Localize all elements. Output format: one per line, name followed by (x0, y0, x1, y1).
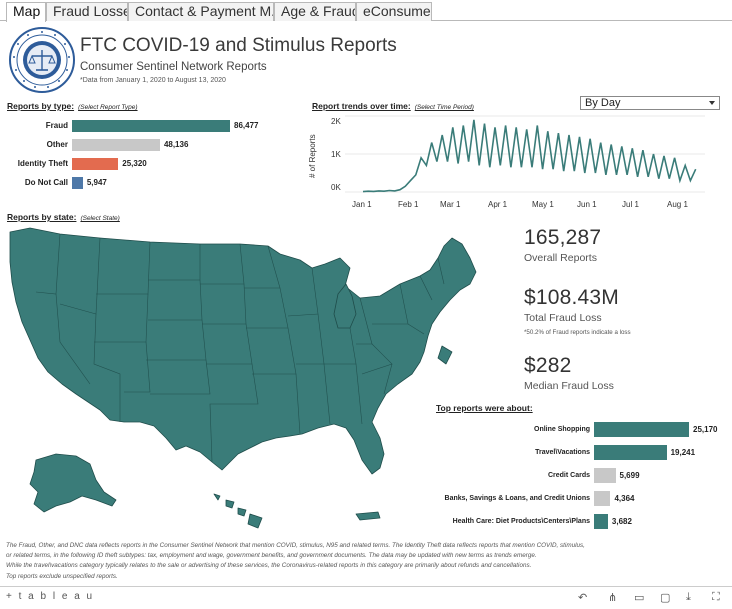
top-report-label: Credit Cards (547, 472, 590, 479)
top-report-label: Health Care: Diet Products\Centers\Plans (452, 518, 590, 525)
map-hawaii (213, 493, 263, 529)
top-report-value: 3,682 (611, 517, 632, 526)
reports-by-type-title: Reports by type: (Select Report Type) (7, 101, 138, 111)
trend-line-chart[interactable] (345, 112, 715, 196)
time-period-value: By Day (585, 97, 621, 109)
us-state-map[interactable] (0, 224, 500, 538)
download-icon[interactable]: ⤓ (686, 591, 691, 603)
time-period-select[interactable]: By Day (580, 96, 720, 110)
fullscreen-icon[interactable]: ⛶ (712, 591, 720, 603)
type-bar[interactable] (72, 158, 119, 170)
type-bar-value: 25,320 (122, 159, 147, 168)
trend-xtick: May 1 (532, 200, 554, 209)
trend-xtick: Jul 1 (622, 200, 639, 209)
map-alaska (29, 453, 117, 513)
map-puerto-rico (355, 511, 381, 521)
trend-xtick: Feb 1 (398, 200, 419, 209)
type-bar[interactable] (72, 139, 160, 151)
share-icon[interactable]: ⋔ (608, 592, 618, 604)
undo-icon[interactable]: ↶ (578, 592, 588, 604)
tab-econsumer[interactable]: eConsumer (356, 2, 432, 21)
trend-ylabel: # of Reports (308, 134, 317, 178)
footnote-line: Top reports exclude unspecified reports. (6, 572, 118, 580)
type-bar-value: 5,947 (86, 178, 107, 187)
top-reports-title: Top reports were about: (436, 403, 533, 413)
trend-gridlines (345, 115, 705, 193)
page-title: FTC COVID-19 and Stimulus Reports (80, 35, 397, 56)
top-report-bar[interactable] (594, 445, 667, 460)
trend-hint: (Select Time Period) (414, 104, 474, 111)
tab-age-fraud[interactable]: Age & Fraud (274, 2, 356, 21)
tab-map[interactable]: Map (6, 2, 46, 22)
top-report-label: Online Shopping (534, 426, 590, 433)
type-bar[interactable] (72, 120, 230, 132)
trend-xtick: Apr 1 (488, 200, 508, 209)
top-report-label: Banks, Savings & Loans, and Credit Union… (444, 495, 590, 502)
date-range-note: *Data from January 1, 2020 to August 13,… (80, 77, 226, 84)
map-michigan (333, 283, 357, 329)
comment-icon[interactable]: ▢ (660, 592, 671, 604)
top-report-value: 25,170 (693, 425, 718, 434)
tab-contact-payment[interactable]: Contact & Payment M... (128, 2, 274, 21)
trend-heading: Report trends over time: (312, 101, 411, 111)
top-report-value: 4,364 (614, 494, 635, 503)
type-bar-label: Do Not Call (24, 178, 68, 187)
state-map-heading: Reports by state: (7, 212, 77, 222)
tab-bar: Map Fraud Losses Contact & Payment M... … (0, 0, 732, 22)
top-report-value: 19,241 (670, 448, 696, 457)
total-fraud-loss-value: $108.43M (524, 286, 620, 309)
total-fraud-loss-label: Total Fraud Loss (524, 312, 602, 324)
top-report-bar[interactable] (594, 514, 608, 529)
type-bar-label: Fraud (45, 121, 68, 130)
median-fraud-loss-label: Median Fraud Loss (524, 380, 614, 392)
type-bar-value: 86,477 (234, 121, 259, 130)
revert-icon[interactable]: ▭ (634, 592, 645, 604)
footnote-line: The Fraud, Other, and DNC data reflects … (6, 542, 585, 549)
overall-reports-label: Overall Reports (524, 252, 597, 264)
chevron-down-icon (709, 101, 715, 105)
median-fraud-loss-value: $282 (524, 354, 572, 377)
trend-xtick: Jun 1 (577, 200, 597, 209)
trend-title: Report trends over time: (Select Time Per… (312, 101, 474, 111)
top-report-bar[interactable] (594, 468, 616, 483)
map-contiguous-us (9, 227, 477, 475)
trend-xtick: Aug 1 (667, 200, 688, 209)
ftc-seal-icon (9, 27, 75, 93)
tab-fraud-losses[interactable]: Fraud Losses (46, 2, 128, 21)
type-bar-label: Other (46, 140, 68, 149)
trend-xtick: Jan 1 (352, 200, 372, 209)
tableau-toolbar: + t a b l e a u ↶ ⋔ ▭ ▢ ⤓ ⛶ (0, 586, 732, 609)
state-map-title: Reports by state: (Select State) (7, 212, 120, 222)
tableau-logo[interactable]: + t a b l e a u (6, 591, 95, 602)
type-bar-label: Identity Theft (17, 159, 68, 168)
top-report-value: 5,699 (619, 471, 640, 480)
reports-by-type-hint: (Select Report Type) (78, 104, 138, 111)
page-subtitle: Consumer Sentinel Network Reports (80, 61, 267, 73)
top-report-bar[interactable] (594, 422, 689, 437)
trend-xtick: Mar 1 (440, 200, 461, 209)
footnote: The Fraud, Other, and DNC data reflects … (6, 541, 726, 582)
map-dc (437, 345, 453, 365)
trend-ytick: 2K (331, 117, 341, 126)
state-map-hint: (Select State) (80, 215, 120, 222)
top-report-label: Travel\Vacations (535, 449, 590, 456)
type-bar[interactable] (72, 177, 83, 189)
top-report-bar[interactable] (594, 491, 611, 506)
footnote-line: While the travel\vacations category typi… (6, 562, 532, 570)
trend-series-line (362, 119, 697, 193)
reports-by-type-heading: Reports by type: (7, 101, 75, 111)
trend-ytick: 1K (331, 150, 341, 159)
overall-reports-value: 165,287 (524, 226, 602, 249)
type-bar-value: 48,136 (163, 140, 189, 149)
footnote-line: or related terms, in the following ID th… (6, 552, 537, 560)
trend-ytick: 0K (331, 183, 341, 192)
fraud-loss-note: *50.2% of Fraud reports indicate a loss (524, 329, 631, 336)
